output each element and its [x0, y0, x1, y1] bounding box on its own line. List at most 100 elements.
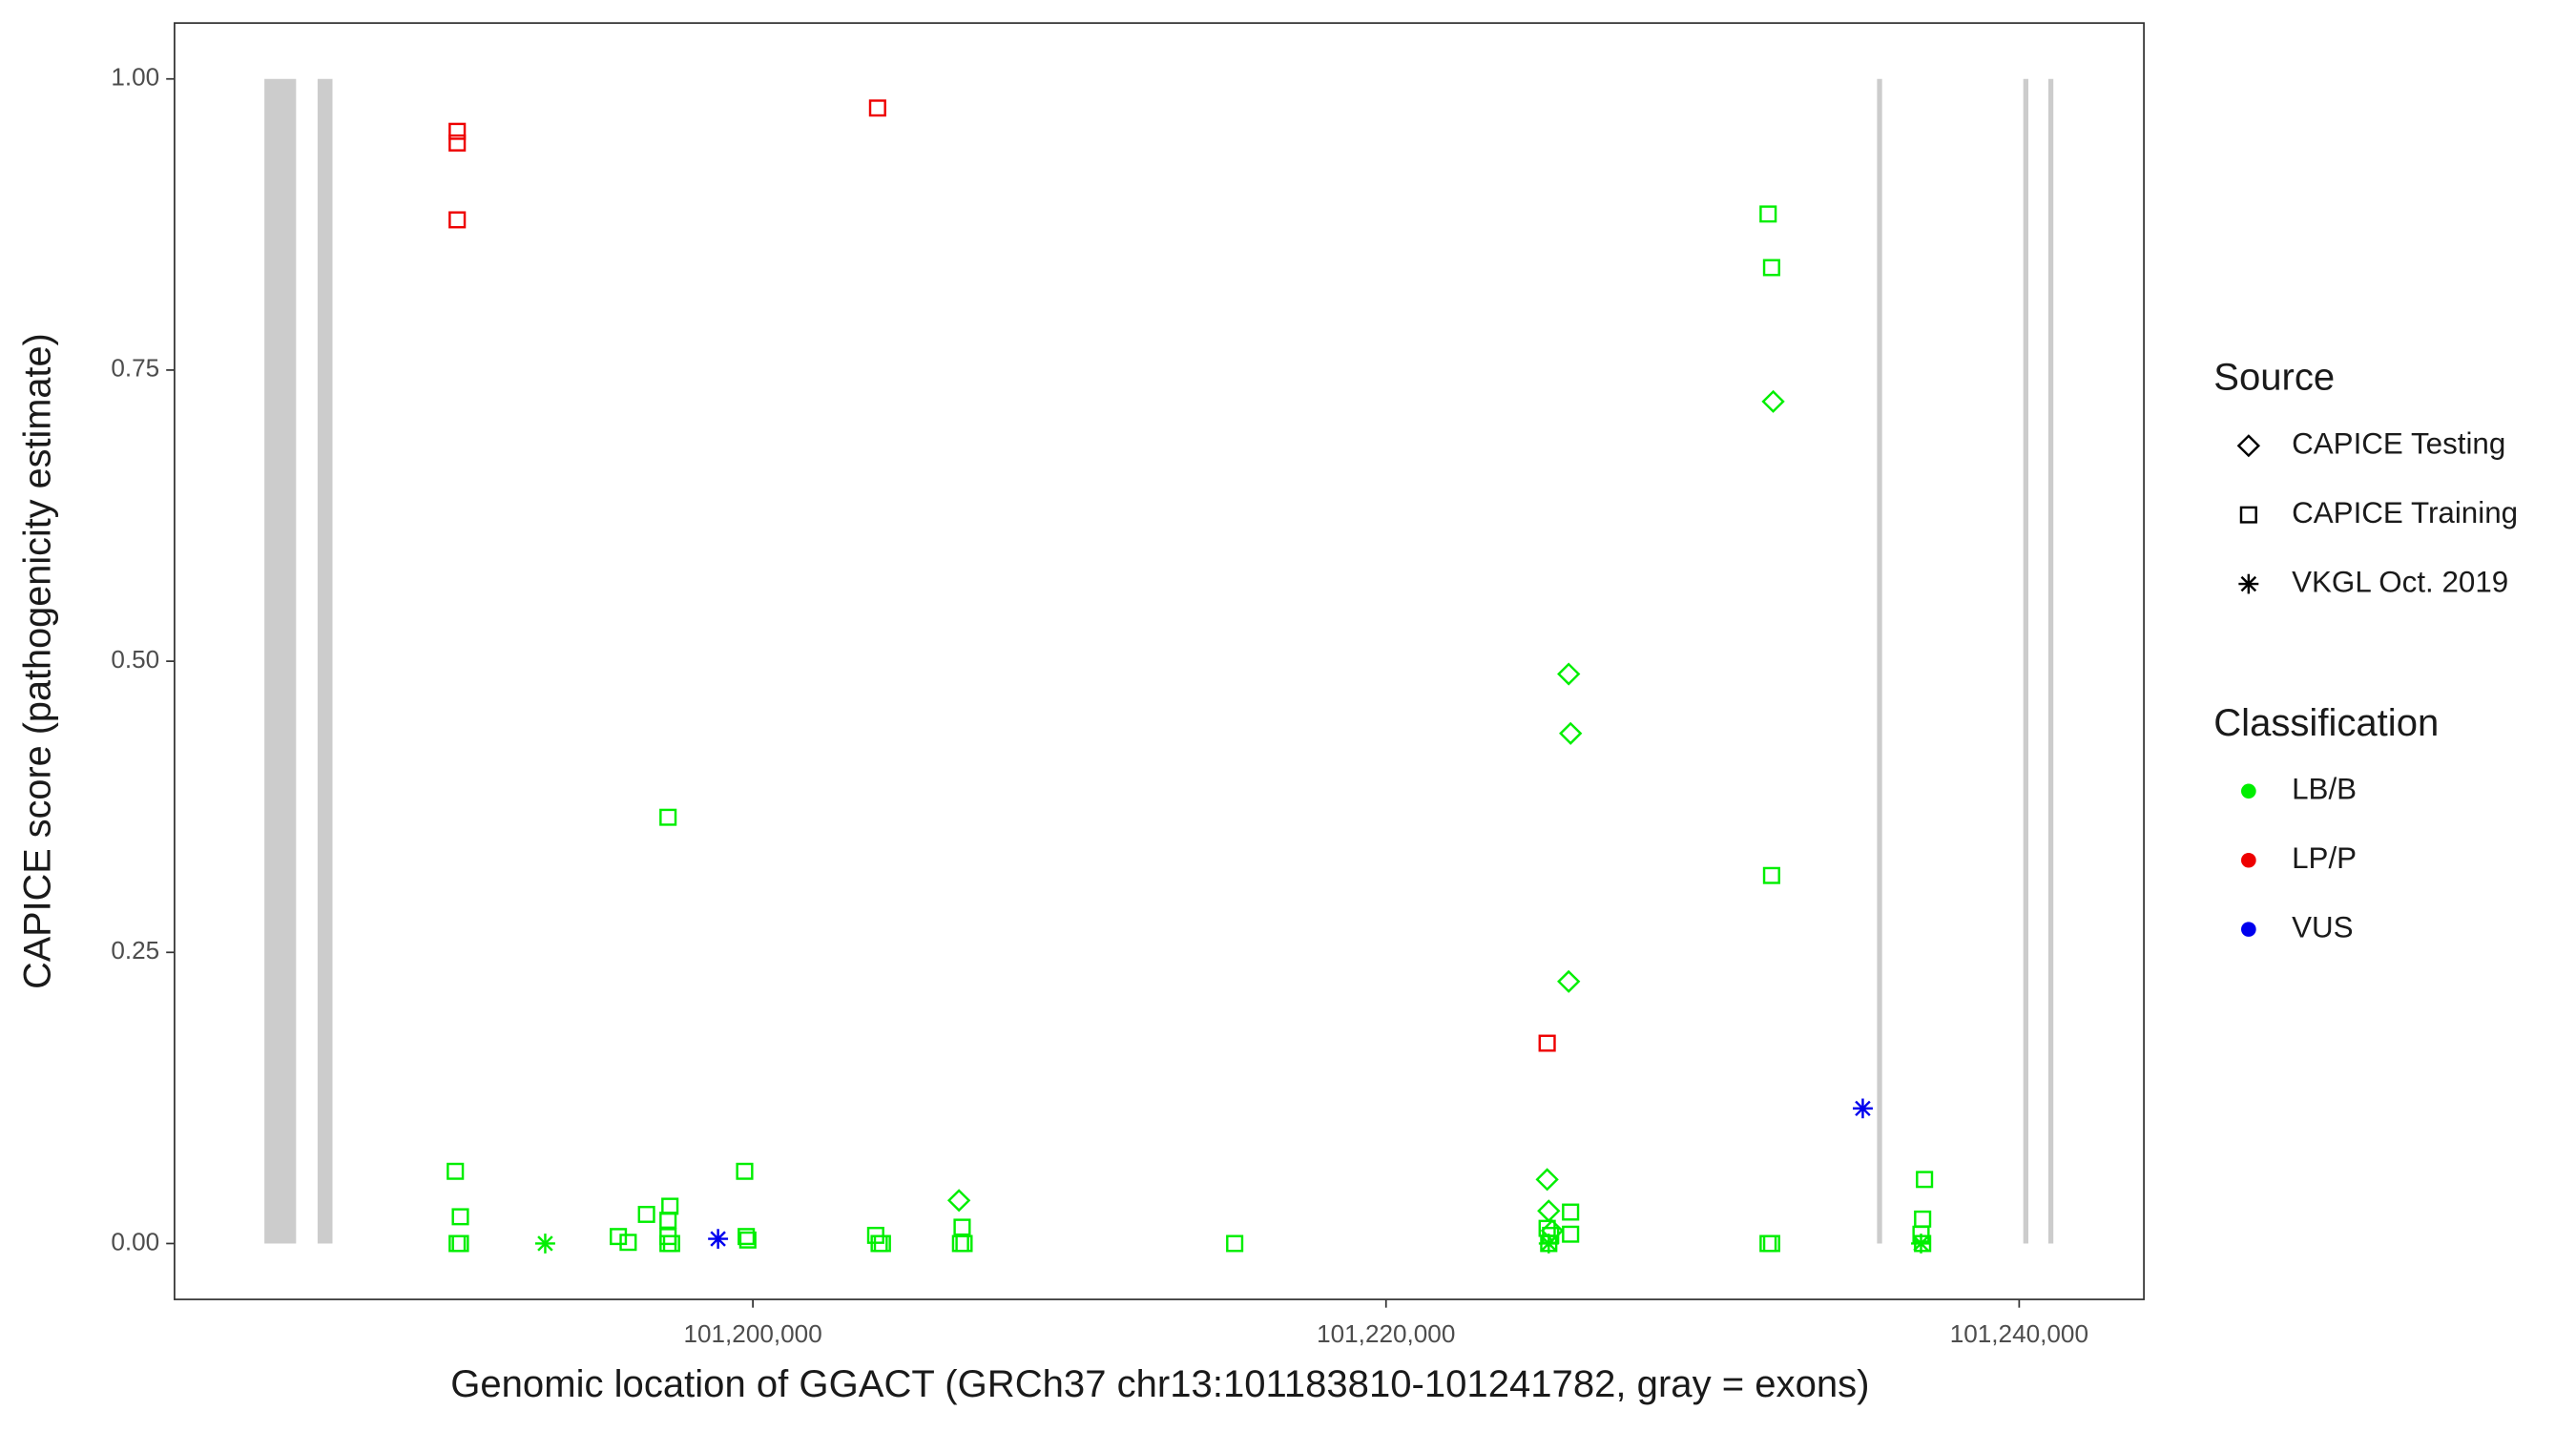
marker-square	[659, 808, 677, 826]
y-tick-label: 0.50	[111, 645, 159, 674]
marker-diamond	[2236, 434, 2261, 458]
legend-label: CAPICE Testing	[2292, 427, 2505, 461]
point	[738, 1231, 757, 1249]
marker-square	[447, 1162, 465, 1180]
point	[619, 1234, 637, 1252]
point	[1761, 389, 1785, 413]
marker-dot	[2241, 852, 2256, 868]
point	[1538, 1034, 1556, 1052]
legend-key	[2241, 783, 2256, 799]
point	[868, 99, 886, 117]
marker-star-stroke	[1913, 1235, 1929, 1252]
point	[737, 1228, 756, 1246]
legend-title: Classification	[2213, 702, 2439, 744]
legend-label: LP/P	[2292, 841, 2357, 875]
marker-square	[1759, 205, 1777, 223]
marker-square	[448, 122, 467, 140]
marker-diamond	[1761, 389, 1785, 413]
point	[1916, 1171, 1934, 1189]
marker-square	[1562, 1225, 1580, 1243]
marker-diamond	[1557, 662, 1581, 686]
point	[873, 1234, 891, 1253]
exon	[2047, 78, 2054, 1244]
legend-key	[2241, 922, 2256, 937]
point	[736, 1162, 754, 1180]
legend-key	[2238, 573, 2259, 594]
marker-square	[1916, 1171, 1934, 1189]
y-tick-label: 0.00	[111, 1227, 159, 1255]
marker-square	[662, 1234, 680, 1253]
marker-square	[451, 1208, 469, 1226]
marker-square	[659, 1212, 677, 1230]
marker-square	[737, 1228, 756, 1246]
point	[1538, 1234, 1559, 1254]
point	[451, 1234, 469, 1253]
marker-square	[2239, 506, 2257, 524]
marker-square	[637, 1205, 655, 1223]
marker-square	[738, 1231, 757, 1249]
marker-diamond	[1557, 969, 1581, 993]
exon	[264, 78, 297, 1244]
x-tick-label: 101,240,000	[1950, 1319, 2088, 1348]
marker-dot	[2241, 922, 2256, 937]
point	[448, 134, 467, 152]
point	[1762, 866, 1780, 884]
y-tick-label: 1.00	[111, 63, 159, 92]
marker-diamond	[1535, 1168, 1559, 1192]
x-tick-label: 101,220,000	[1317, 1319, 1455, 1348]
marker-diamond	[946, 1189, 971, 1213]
plot-border	[174, 22, 2145, 1300]
point	[1557, 969, 1581, 993]
point	[955, 1234, 973, 1253]
marker-square	[1762, 1234, 1780, 1253]
exon	[1877, 78, 1882, 1244]
y-axis-title: CAPICE score (pathogenicity estimate)	[16, 333, 58, 989]
marker-square	[1538, 1034, 1556, 1052]
y-tick-label: 0.25	[111, 936, 159, 964]
marker-dot	[2241, 783, 2256, 799]
marker-square	[1562, 1203, 1580, 1221]
legend-key	[2236, 434, 2261, 458]
marker-square	[953, 1218, 971, 1236]
point	[659, 1212, 677, 1230]
legend-label: VKGL Oct. 2019	[2292, 565, 2508, 598]
legend-label: LB/B	[2292, 773, 2357, 806]
marker-star-stroke	[537, 1235, 553, 1252]
x-tick-label: 101,200,000	[683, 1319, 821, 1348]
marker-diamond	[1537, 1199, 1561, 1223]
point	[1535, 1168, 1559, 1192]
exon	[2023, 78, 2028, 1244]
point	[1911, 1234, 1931, 1254]
marker-square	[955, 1234, 973, 1253]
point	[953, 1218, 971, 1236]
point	[1562, 1225, 1580, 1243]
point	[1557, 662, 1581, 686]
marker-square	[448, 134, 467, 152]
point	[946, 1189, 971, 1213]
legend-key	[2241, 852, 2256, 868]
point	[662, 1234, 680, 1253]
marker-square	[1226, 1234, 1244, 1253]
legend-label: CAPICE Training	[2292, 496, 2518, 529]
marker-star-stroke	[1541, 1235, 1557, 1252]
point	[448, 211, 467, 229]
exon	[317, 78, 333, 1244]
point	[535, 1234, 555, 1254]
marker-star-stroke	[2240, 575, 2257, 592]
marker-square	[619, 1234, 637, 1252]
marker-square	[873, 1234, 891, 1253]
point	[610, 1228, 628, 1246]
point	[447, 1162, 465, 1180]
legend-key	[2239, 506, 2257, 524]
marker-square	[448, 211, 467, 229]
marker-diamond	[1559, 721, 1583, 745]
point	[1226, 1234, 1244, 1253]
point	[659, 808, 677, 826]
marker-square	[1762, 259, 1780, 277]
marker-square	[868, 99, 886, 117]
point	[448, 122, 467, 140]
legend-label: VUS	[2292, 910, 2353, 944]
point	[1562, 1203, 1580, 1221]
